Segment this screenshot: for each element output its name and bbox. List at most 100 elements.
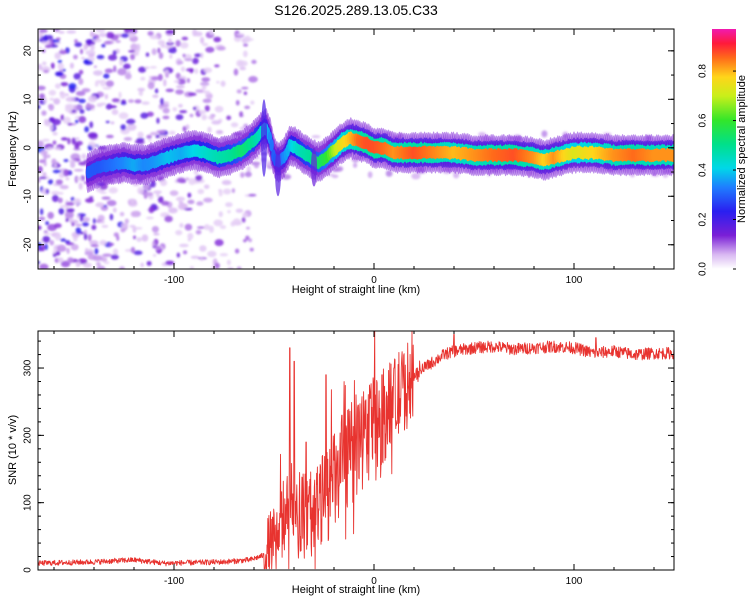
noise-blob: [182, 250, 188, 255]
noise-blob: [385, 170, 393, 177]
colorbar-gradient: [712, 29, 736, 269]
noise-blob: [157, 39, 165, 46]
noise-blob: [120, 222, 129, 228]
noise-blob: [113, 65, 117, 73]
noise-blob: [179, 110, 188, 114]
noise-blob: [68, 83, 77, 90]
noise-blob: [116, 235, 120, 241]
noise-blob: [95, 29, 106, 33]
noise-blob: [51, 191, 60, 195]
noise-blob: [214, 239, 224, 247]
noise-blob: [57, 257, 64, 263]
noise-blob: [119, 266, 125, 269]
noise-blob: [59, 204, 69, 208]
noise-blob: [213, 219, 223, 227]
noise-blob: [93, 70, 103, 76]
noise-blob: [165, 260, 175, 266]
noise-blob: [179, 243, 189, 248]
noise-blob: [43, 161, 47, 167]
noise-blob: [165, 88, 174, 93]
noise-blob: [188, 178, 196, 186]
noise-blob: [87, 95, 97, 103]
noise-blob: [159, 104, 170, 108]
noise-blob: [195, 89, 204, 93]
noise-blob: [235, 99, 240, 106]
noise-blob: [204, 105, 210, 112]
noise-blob: [38, 29, 48, 33]
noise-blob: [74, 42, 83, 48]
noise-blob: [180, 42, 189, 49]
noise-blob: [39, 208, 44, 216]
noise-blob: [66, 208, 75, 213]
noise-blob: [52, 169, 62, 174]
noise-blob: [78, 115, 87, 124]
noise-blob: [112, 207, 117, 213]
noise-blob: [146, 134, 152, 140]
noise-blob: [233, 68, 239, 76]
noise-blob: [92, 38, 102, 43]
noise-blob: [83, 233, 88, 241]
noise-blob: [82, 217, 91, 222]
noise-blob: [175, 196, 186, 202]
noise-blob: [235, 208, 244, 213]
noise-blob: [156, 129, 166, 134]
noise-blob: [99, 191, 107, 194]
noise-blob: [185, 177, 190, 181]
noise-blob: [146, 261, 152, 266]
noise-blob: [39, 263, 49, 269]
noise-blob: [161, 135, 166, 140]
noise-blob: [117, 68, 127, 76]
noise-blob: [99, 220, 105, 224]
noise-blob: [230, 122, 239, 128]
noise-blob: [175, 85, 185, 89]
noise-blob: [53, 29, 60, 33]
noise-blob: [169, 130, 176, 135]
snr-y-tick-label: 100: [23, 494, 34, 511]
noise-blob: [53, 223, 62, 229]
noise-blob: [201, 114, 207, 121]
noise-blob: [119, 59, 124, 66]
noise-blob: [75, 137, 80, 140]
noise-blob: [90, 244, 99, 248]
noise-blob: [176, 177, 186, 183]
noise-blob: [104, 93, 109, 100]
noise-blob: [119, 211, 125, 217]
noise-blob: [176, 60, 184, 65]
noise-blob: [88, 141, 96, 147]
noise-blob: [222, 188, 232, 195]
noise-blob: [69, 62, 74, 69]
noise-blob: [200, 52, 204, 59]
noise-blob: [148, 139, 152, 143]
spectrogram-y-label: Frequency (Hz): [7, 111, 19, 187]
noise-blob: [187, 199, 195, 205]
noise-blob: [59, 184, 69, 190]
noise-blob: [130, 198, 135, 205]
noise-blob: [182, 125, 187, 132]
noise-blob: [133, 52, 139, 56]
noise-blob: [165, 30, 175, 34]
noise-blob: [79, 109, 85, 114]
noise-blob: [110, 254, 119, 260]
noise-blob: [68, 159, 77, 163]
noise-blob: [137, 87, 145, 92]
noise-blob: [49, 124, 54, 131]
snr-panel: -100 0 100 0 100 200 300 Height of straight l…: [7, 330, 675, 596]
noise-blob: [89, 240, 99, 246]
noise-blob: [38, 104, 41, 110]
noise-blob: [48, 103, 55, 111]
noise-blob: [151, 48, 157, 56]
noise-blob: [227, 210, 231, 214]
noise-blob: [136, 237, 142, 242]
snr-x-tick-label: 0: [371, 576, 377, 587]
noise-blob: [78, 78, 84, 86]
noise-blob: [204, 90, 211, 96]
colorbar-label: Normalized spectral amplitude: [736, 75, 748, 223]
noise-blob: [179, 222, 184, 228]
noise-blob: [225, 202, 233, 208]
noise-blob: [55, 37, 61, 41]
noise-blob: [197, 188, 205, 195]
ridge-segment: [670, 149, 674, 163]
noise-blob: [200, 81, 210, 87]
noise-blob: [58, 49, 67, 55]
noise-blob: [70, 243, 79, 251]
